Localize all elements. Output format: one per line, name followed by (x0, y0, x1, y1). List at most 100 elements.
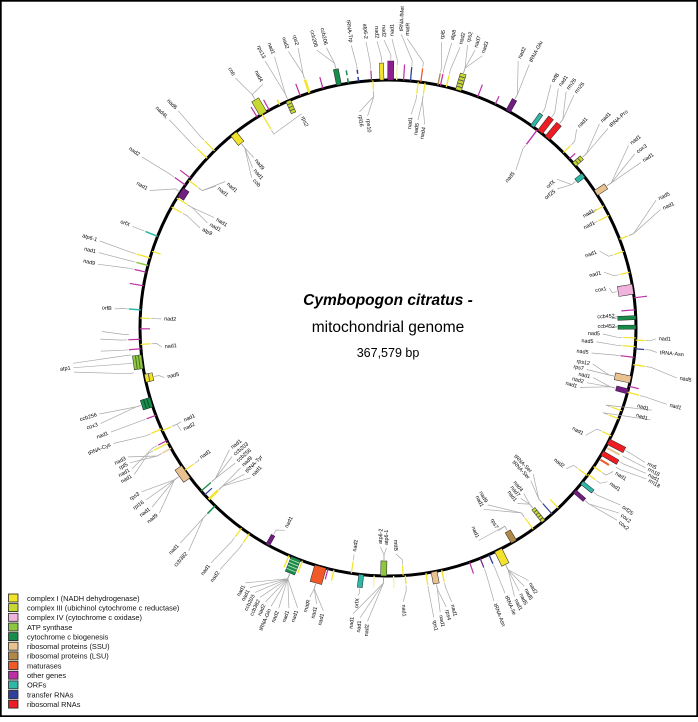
svg-text:nad1: nad1 (215, 217, 228, 228)
svg-text:atp6-1: atp6-1 (384, 530, 390, 545)
svg-text:tRNA-Asn: tRNA-Asn (660, 350, 684, 358)
svg-text:rrn5: rrn5 (646, 461, 657, 471)
svg-text:nad2: nad2 (271, 610, 281, 623)
svg-text:nad1: nad1 (608, 481, 621, 493)
svg-text:nad7: nad7 (473, 35, 482, 48)
svg-text:nad4: nad4 (419, 127, 427, 140)
svg-text:rpl5: rpl5 (440, 30, 448, 40)
svg-text:nad2: nad2 (127, 146, 140, 158)
svg-text:transfer RNAs: transfer RNAs (27, 690, 74, 699)
svg-text:nad1: nad1 (241, 589, 252, 602)
svg-text:nad2: nad2 (527, 582, 538, 595)
svg-text:orfX: orfX (354, 598, 361, 609)
svg-text:rps2: rps2 (299, 116, 308, 128)
svg-text:mttB: mttB (392, 540, 398, 552)
svg-text:nad5: nad5 (679, 376, 692, 384)
svg-text:367,579 bp: 367,579 bp (357, 346, 420, 360)
svg-text:cox1: cox1 (595, 286, 607, 294)
svg-text:nad1: nad1 (636, 403, 649, 412)
svg-text:rpl5: rpl5 (118, 462, 129, 471)
svg-text:ccb452: ccb452 (597, 314, 615, 321)
svg-text:nad1: nad1 (284, 516, 295, 529)
svg-text:nad1: nad1 (513, 598, 524, 611)
svg-text:nad1: nad1 (317, 613, 326, 626)
svg-text:nad1: nad1 (470, 526, 480, 539)
svg-text:nad1: nad1 (356, 620, 363, 633)
svg-text:nad1: nad1 (183, 413, 196, 423)
svg-text:ccb256: ccb256 (79, 412, 97, 423)
svg-text:tRNA-Trp: tRNA-Trp (345, 20, 354, 43)
svg-text:nad5: nad5 (167, 372, 180, 380)
svg-text:rps10: rps10 (364, 119, 371, 133)
svg-text:cox2: cox2 (619, 513, 632, 525)
svg-text:nad1: nad1 (400, 604, 407, 616)
svg-text:orfB: orfB (551, 72, 562, 84)
svg-text:nad2: nad2 (364, 624, 371, 636)
svg-text:nad2: nad2 (571, 376, 584, 385)
svg-text:nad1: nad1 (506, 490, 518, 503)
svg-text:ccb206: ccb206 (319, 27, 329, 45)
svg-text:nad1: nad1 (407, 117, 414, 130)
svg-text:nad3: nad3 (114, 456, 127, 467)
svg-text:nad1: nad1 (565, 381, 578, 390)
svg-text:nad1: nad1 (199, 449, 212, 461)
svg-text:atp1: atp1 (60, 366, 71, 373)
svg-text:cox3: cox3 (86, 422, 99, 431)
svg-text:rpl16: rpl16 (357, 114, 365, 127)
svg-text:orfX: orfX (119, 219, 131, 228)
svg-text:nad2: nad2 (517, 46, 528, 59)
svg-text:rps2: rps2 (466, 31, 475, 43)
svg-text:cob: cob (226, 67, 236, 78)
svg-text:nad2: nad2 (380, 25, 386, 37)
svg-text:nad5: nad5 (658, 191, 671, 202)
svg-text:atp9: atp9 (201, 227, 213, 237)
svg-text:cob: cob (251, 178, 261, 188)
svg-text:nad9: nad9 (83, 259, 96, 267)
svg-text:atp6-2: atp6-2 (378, 529, 385, 544)
svg-text:nad1: nad1 (584, 250, 597, 260)
svg-text:nad1: nad1 (437, 615, 445, 628)
svg-text:nad3: nad3 (481, 41, 491, 54)
svg-text:cox2: cox2 (617, 520, 630, 532)
svg-text:nad2: nad2 (164, 316, 176, 322)
svg-text:nad1: nad1 (310, 606, 319, 619)
svg-text:tRNA-fMet: tRNA-fMet (399, 6, 406, 32)
svg-text:nad1: nad1 (474, 495, 485, 508)
svg-text:orfX: orfX (545, 179, 557, 190)
svg-text:nad5: nad5 (581, 338, 593, 345)
svg-text:nad9: nad9 (477, 490, 488, 503)
svg-text:nad1: nad1 (118, 468, 131, 479)
svg-text:nad1: nad1 (647, 473, 660, 484)
svg-text:nad1: nad1 (390, 24, 396, 36)
svg-text:nad1: nad1 (571, 426, 584, 437)
svg-text:complex III (ubichinol cytochr: complex III (ubichinol cytochrome c redu… (27, 603, 179, 612)
svg-text:nad1: nad1 (208, 222, 221, 233)
svg-text:nad1: nad1 (96, 431, 109, 441)
svg-text:nad1: nad1 (236, 584, 247, 597)
svg-text:nad5: nad5 (517, 593, 528, 606)
svg-text:nad4: nad4 (253, 70, 264, 83)
svg-text:nad1: nad1 (614, 471, 627, 483)
svg-text:rps13: rps13 (255, 45, 266, 60)
svg-text:ribosomal RNAs: ribosomal RNAs (27, 700, 81, 709)
svg-text:nad2: nad2 (352, 539, 360, 552)
svg-text:nad1: nad1 (83, 246, 96, 255)
svg-text:rrn18: rrn18 (647, 478, 661, 490)
svg-text:nad2: nad2 (458, 32, 467, 45)
svg-text:nad1: nad1 (348, 616, 355, 629)
svg-text:orfB: orfB (102, 305, 113, 312)
svg-text:nad1: nad1 (291, 610, 300, 623)
svg-text:complex I (NADH dehydrogenase): complex I (NADH dehydrogenase) (27, 594, 140, 603)
svg-text:rpl16: rpl16 (132, 500, 145, 512)
svg-text:rps1: rps1 (431, 620, 439, 631)
svg-text:nad2: nad2 (257, 604, 267, 617)
svg-text:nad5: nad5 (588, 331, 600, 337)
svg-text:nad1: nad1 (120, 474, 133, 485)
svg-text:nad1: nad1 (642, 152, 655, 164)
svg-text:ribosomal proteins (SSU): ribosomal proteins (SSU) (27, 642, 110, 651)
svg-text:nad1: nad1 (449, 604, 458, 617)
svg-text:ribosomal proteins (LSU): ribosomal proteins (LSU) (27, 652, 109, 661)
svg-text:nad1: nad1 (635, 413, 648, 423)
svg-text:rps12: rps12 (576, 359, 590, 367)
svg-text:rrn18: rrn18 (646, 467, 660, 478)
